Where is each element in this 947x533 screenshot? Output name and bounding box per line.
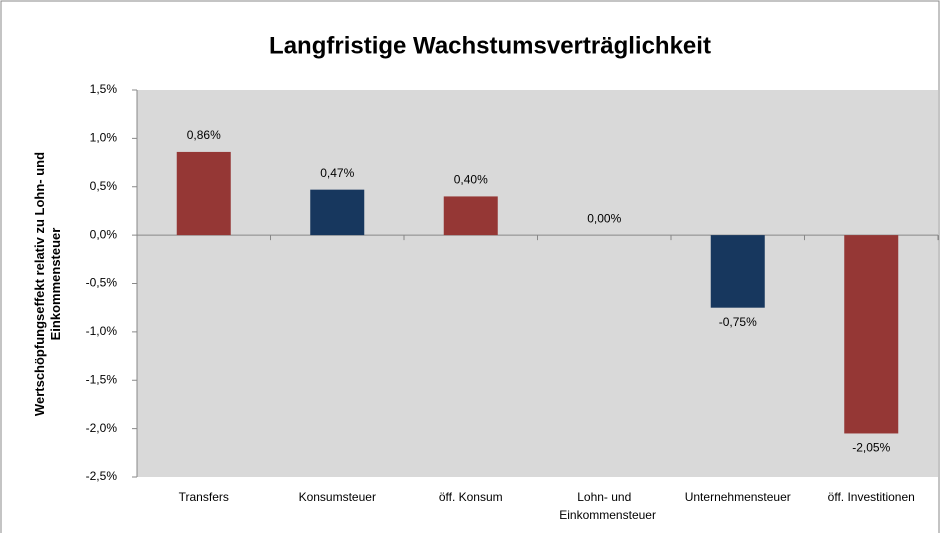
y-tick-label: -2,0% xyxy=(86,421,118,435)
value-label: 0,47% xyxy=(320,166,354,180)
x-tick-label: Konsumsteuer xyxy=(298,490,376,504)
bar xyxy=(310,189,365,236)
value-label: -2,05% xyxy=(852,441,890,455)
bar xyxy=(844,235,899,434)
value-label: 0,86% xyxy=(187,128,221,142)
bar xyxy=(176,151,231,236)
y-axis-title: Wertschöpfungseffekt relativ zu Lohn- un… xyxy=(32,151,63,417)
x-tick-label: Transfers xyxy=(178,490,229,504)
value-label: 0,00% xyxy=(587,211,621,225)
y-tick-label: -1,5% xyxy=(86,372,118,386)
y-tick-label: 0,5% xyxy=(90,179,118,193)
x-tick-label: öff. Investitionen xyxy=(827,490,915,504)
value-label: 0,40% xyxy=(454,173,488,187)
y-tick-label: -1,0% xyxy=(86,324,118,338)
chart-title: Langfristige Wachstumsverträglichkeit xyxy=(269,32,711,59)
value-label: -0,75% xyxy=(719,315,757,329)
y-tick-label: -2,5% xyxy=(86,469,118,483)
y-tick-label: -0,5% xyxy=(86,276,118,290)
y-tick-label: 1,5% xyxy=(90,82,118,96)
x-tick-label: Lohn- und Einkommensteuer xyxy=(559,490,656,522)
y-tick-label: 1,0% xyxy=(90,131,118,145)
y-tick-label: 0,0% xyxy=(90,227,118,241)
plot-area xyxy=(137,90,938,477)
bar xyxy=(710,235,765,308)
bar xyxy=(443,196,498,236)
x-tick-label: Unternehmensteuer xyxy=(684,490,791,504)
x-tick-label: öff. Konsum xyxy=(438,490,503,504)
